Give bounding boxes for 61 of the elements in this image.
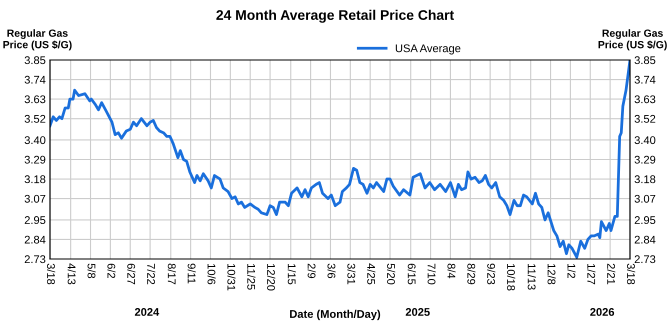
x-tick-label: 11/13 [528, 264, 536, 290]
y-tick-label: 3.74 [24, 76, 46, 84]
y2-axis-title: Regular Gas Price (US $/G) [598, 29, 667, 50]
x-tick-label: 6/15 [408, 264, 416, 284]
x-tick-label: 11/25 [247, 264, 256, 290]
x-tick-label: 3/6 [327, 264, 336, 278]
legend-label: USA Average [396, 44, 460, 54]
y2-tick-label: 3.40 [634, 136, 656, 144]
y2-tick-label: 3.74 [634, 76, 656, 84]
x-tick-label: 7/10 [428, 264, 436, 284]
y2-tick-label: 3.85 [634, 56, 656, 64]
x-tick-label: 6/27 [127, 264, 136, 284]
y2-tick-label: 3.63 [634, 95, 656, 104]
chart-title: 24 Month Average Retail Price Chart [216, 10, 454, 23]
x-tick-label: 5/8 [88, 264, 96, 278]
y2-tick-label: 3.29 [634, 156, 656, 164]
y-tick-label: 3.85 [24, 56, 46, 64]
x-tick-label: 12/20 [267, 264, 276, 291]
x-tick-label: 3/31 [347, 264, 356, 284]
y2-tick-label: 3.18 [634, 175, 656, 184]
y-tick-label: 3.40 [24, 136, 46, 144]
x-tick-label: 2/21 [607, 264, 616, 284]
y2-tick-label: 2.73 [634, 255, 656, 264]
x-tick-label: 8/29 [467, 264, 476, 284]
line-series [50, 60, 630, 259]
y-tick-label: 2.84 [24, 236, 46, 244]
y-tick-label: 2.73 [24, 255, 46, 264]
x-tick-label: 9/23 [487, 264, 496, 284]
x-tick-label: 8/17 [168, 264, 176, 284]
y2-tick-label: 2.95 [634, 216, 656, 224]
y-tick-label: 2.95 [24, 216, 46, 224]
x-tick-label: 9/11 [188, 264, 196, 284]
y-tick-label: 3.18 [24, 175, 46, 184]
x-tick-label: 2/9 [308, 264, 316, 278]
y2-tick-label: 3.07 [634, 194, 656, 203]
x-tick-label: 4/13 [68, 263, 76, 284]
x-tick-label: 10/6 [208, 264, 216, 284]
x-tick-label: 3/18 [47, 264, 56, 284]
x-tick-label: 7/22 [147, 264, 156, 284]
y-tick-label: 3.52 [24, 114, 46, 123]
x-tick-label: 8/4 [447, 264, 456, 278]
x-tick-label: 5/20 [387, 264, 396, 284]
x-axis-title: Date (Month/Day) [290, 310, 380, 320]
x-tick-label: 3/18 [627, 264, 636, 284]
x-tick-label: 10/18 [507, 264, 516, 290]
y-tick-label: 3.07 [24, 194, 46, 203]
y2-tick-label: 2.84 [634, 236, 656, 244]
text: 2025 [406, 308, 430, 316]
y-tick-label: 3.29 [24, 156, 46, 164]
text: 2024 [134, 308, 160, 316]
x-tick-label: 1/2 [567, 264, 576, 278]
x-tick-label: 12/8 [548, 264, 556, 284]
text: 2026 [590, 308, 614, 316]
y-axis-title: Regular Gas Price (US $/G) [3, 29, 72, 50]
y2-tick-label: 3.52 [634, 114, 656, 123]
x-tick-label: 6/2 [107, 264, 116, 278]
x-tick-label: 10/31 [227, 264, 236, 290]
y-tick-label: 3.63 [24, 95, 46, 104]
x-tick-label: 4/25 [367, 263, 376, 284]
x-tick-label: 1/15 [288, 264, 296, 284]
x-tick-label: 1/27 [587, 264, 596, 284]
